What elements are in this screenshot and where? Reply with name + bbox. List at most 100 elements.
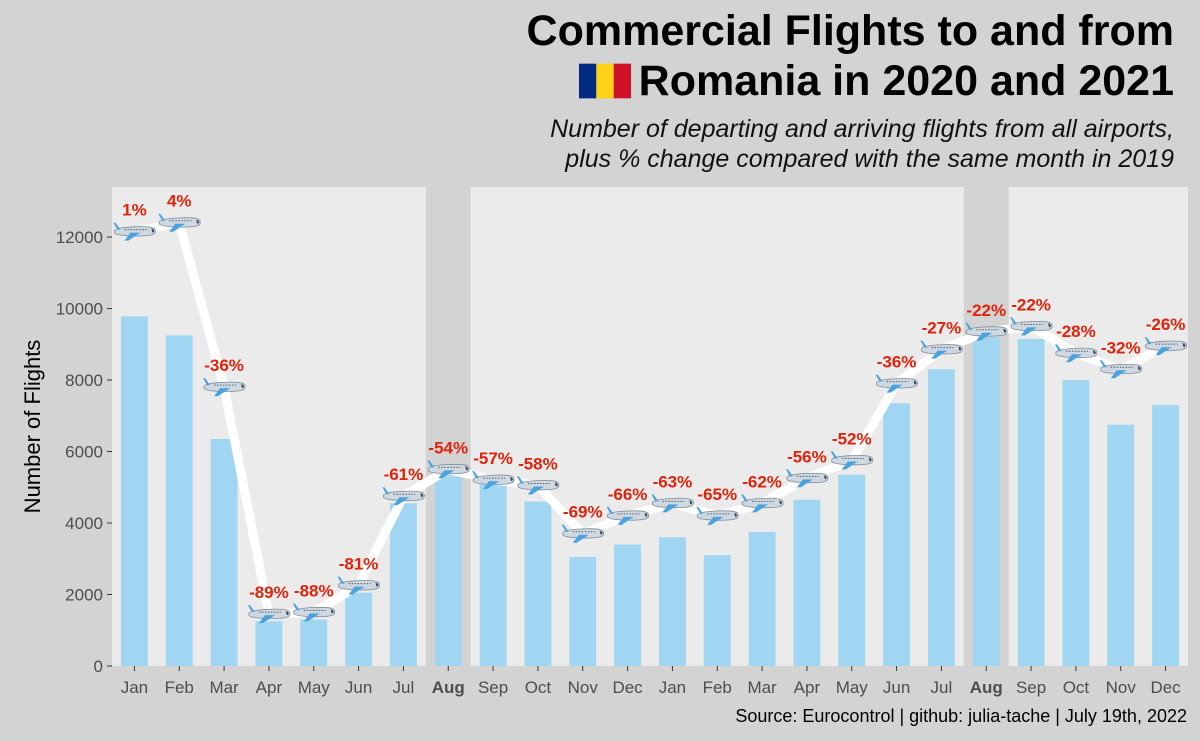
airplane-wing xyxy=(617,516,634,525)
airplane-wing xyxy=(1155,347,1172,356)
airplane-tail xyxy=(830,451,838,459)
pct-label-22: -32% xyxy=(1101,338,1141,357)
pct-label-21: -28% xyxy=(1056,322,1096,341)
x-tick-label-6: Jul xyxy=(393,678,415,697)
airplane-fuselage xyxy=(965,326,1008,337)
romania-flag-icon xyxy=(578,63,631,99)
pct-label-10: -69% xyxy=(563,503,603,522)
pct-label-7: -54% xyxy=(428,438,468,457)
chart-title: Commercial Flights to and from Romania i… xyxy=(527,6,1174,106)
pct-label-3: -89% xyxy=(249,583,289,602)
airplane-fuselage xyxy=(921,344,963,355)
airplane-wing xyxy=(438,470,455,479)
airplane-tail xyxy=(203,378,211,386)
x-tick-label-7: Aug xyxy=(432,678,465,697)
subtitle-line-1: Number of departing and arriving flights… xyxy=(550,115,1174,143)
airplane-tail xyxy=(651,494,659,502)
pct-label-5: -81% xyxy=(339,555,379,574)
title-line-1: Commercial Flights to and from xyxy=(526,7,1174,55)
airplane-wing xyxy=(214,388,231,397)
airplane-wing xyxy=(841,461,858,470)
pct-label-19: -22% xyxy=(966,301,1006,320)
title-line-2: Romania in 2020 and 2021 xyxy=(638,57,1174,105)
airplane-fuselage xyxy=(203,381,246,392)
airplane-icon-6 xyxy=(382,487,425,506)
airplane-cockpit xyxy=(644,512,648,517)
airplane-icon-5 xyxy=(337,576,380,595)
airplane-cockpit xyxy=(420,493,424,498)
x-tick-label-14: Mar xyxy=(747,678,777,697)
airplane-cockpit xyxy=(734,512,738,517)
airplane-icon-11 xyxy=(606,506,649,525)
airplane-icon-0 xyxy=(113,222,156,241)
airplane-cockpit xyxy=(241,384,244,389)
airplane-fuselage xyxy=(831,455,874,466)
x-tick-label-17: Jun xyxy=(883,678,910,697)
y-tick-label-10000: 10000 xyxy=(56,300,103,319)
airplane-wing xyxy=(752,504,769,513)
pct-label-0: 1% xyxy=(122,201,147,220)
airplane-tail xyxy=(472,471,480,479)
x-tick-label-23: Dec xyxy=(1150,678,1181,697)
bar-7 xyxy=(434,476,462,666)
pct-label-12: -63% xyxy=(653,472,693,491)
airplane-tail xyxy=(875,374,883,382)
pct-label-9: -58% xyxy=(518,454,558,473)
bar-16 xyxy=(838,474,866,666)
airplane-wing xyxy=(572,534,589,543)
pct-label-14: -62% xyxy=(742,472,782,491)
airplane-icon-17 xyxy=(875,374,918,393)
pct-label-6: -61% xyxy=(384,465,424,484)
x-tick-label-19: Aug xyxy=(970,678,1003,697)
airplane-wing xyxy=(169,223,186,232)
airplane-wing xyxy=(527,486,544,495)
airplane-fuselage xyxy=(338,580,380,591)
y-tick-label-4000: 4000 xyxy=(65,514,103,533)
airplane-tail xyxy=(920,340,928,348)
x-tick-label-5: Jun xyxy=(345,678,372,697)
airplane-wing xyxy=(1065,354,1082,363)
airplane-cockpit xyxy=(375,582,379,587)
bar-2 xyxy=(210,439,238,666)
airplane-icon-14 xyxy=(741,494,784,513)
airplane-icon-18 xyxy=(920,340,963,359)
bar-17 xyxy=(883,403,911,666)
airplane-wing xyxy=(124,232,141,241)
airplane-icon-9 xyxy=(516,476,560,495)
x-tick-label-18: Jul xyxy=(931,678,953,697)
airplane-cockpit xyxy=(554,482,558,487)
airplane-cockpit xyxy=(1092,350,1096,355)
airplane-icon-12 xyxy=(651,494,694,513)
airplane-fuselage xyxy=(696,510,739,521)
airplane-icon-21 xyxy=(1054,344,1098,363)
bar-12 xyxy=(658,537,686,666)
airplane-cockpit xyxy=(1048,323,1051,328)
airplane-wing xyxy=(348,586,365,595)
airplane-tail xyxy=(337,576,345,584)
x-tick-label-13: Feb xyxy=(703,678,732,697)
airplane-wing xyxy=(483,481,500,490)
bar-1 xyxy=(165,335,193,666)
airplane-fuselage xyxy=(158,217,201,228)
airplane-cockpit xyxy=(1182,343,1186,348)
pct-label-20: -22% xyxy=(1011,295,1051,314)
airplane-tail xyxy=(696,506,704,514)
airplane-fuselage xyxy=(517,480,560,491)
x-tick-label-0: Jan xyxy=(121,678,148,697)
bar-19 xyxy=(972,337,1000,666)
airplane-icon-8 xyxy=(472,471,515,490)
x-tick-label-8: Sep xyxy=(478,678,508,697)
airplane-cockpit xyxy=(465,466,469,471)
x-tick-label-1: Feb xyxy=(165,678,194,697)
airplane-tail xyxy=(158,213,166,221)
airplane-fuselage xyxy=(427,464,470,475)
x-tick-label-4: May xyxy=(298,678,331,697)
airplane-fuselage xyxy=(1055,347,1098,358)
airplane-icon-20 xyxy=(1010,317,1053,336)
airplane-cockpit xyxy=(510,477,513,482)
x-tick-label-2: Mar xyxy=(209,678,239,697)
y-tick-label-2000: 2000 xyxy=(65,586,103,605)
source-caption: Source: Eurocontrol | github: julia-tach… xyxy=(735,706,1187,726)
bar-23 xyxy=(1152,405,1180,666)
